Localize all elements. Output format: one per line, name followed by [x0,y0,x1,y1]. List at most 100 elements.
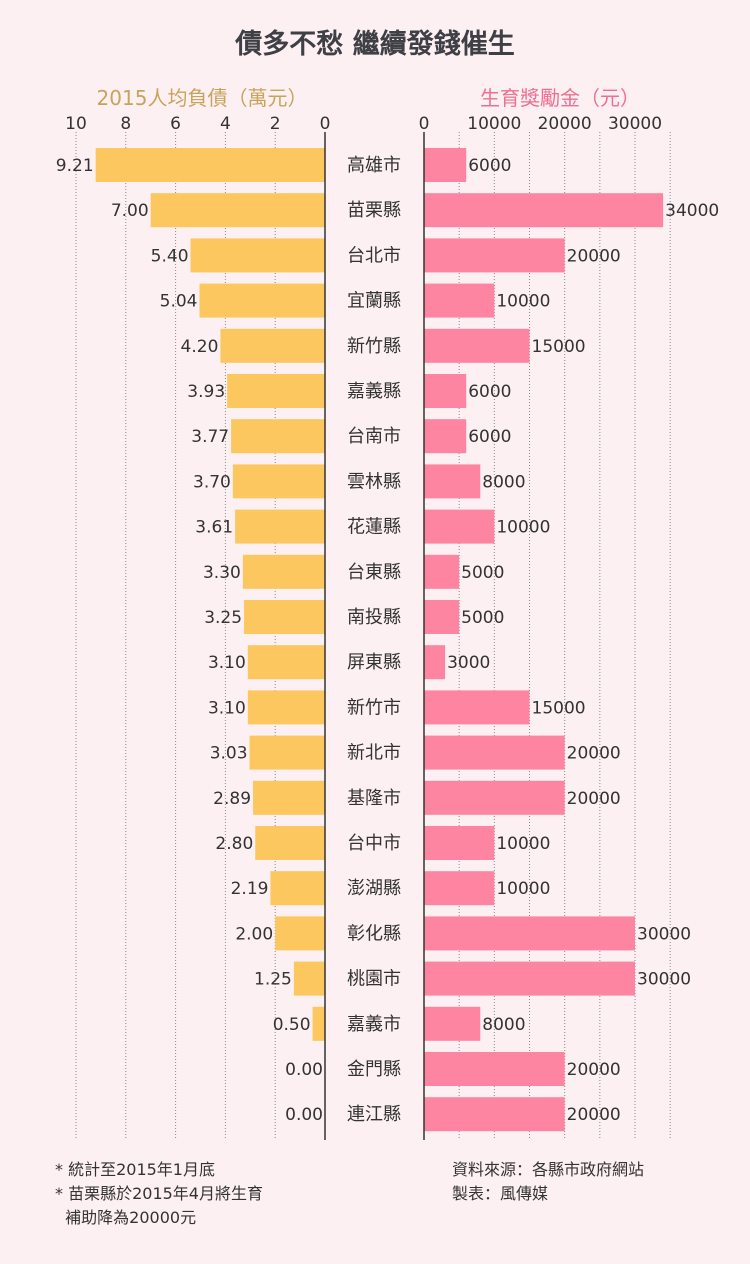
bonus-value-label: 8000 [482,1015,525,1035]
debt-value-label: 5.40 [151,246,189,266]
debt-bar [255,826,325,860]
chart-title: 債多不愁 繼續發錢催生 [235,29,515,60]
bonus-bar [424,374,467,408]
bonus-bar [424,916,635,951]
bonus-bar [424,1006,481,1041]
bonus-bar [424,1097,565,1132]
bonus-value-label: 10000 [496,879,550,899]
city-label: 基隆市 [347,788,401,809]
bonus-bar [424,826,495,860]
bonus-bar [424,283,495,318]
bonus-bar [424,419,467,454]
footnote-1: * 統計至2015年1月底 [55,1160,215,1179]
city-label: 南投縣 [347,607,401,628]
bonus-bar [424,690,530,725]
credits: 資料來源：各縣市政府網站 製表：風傳媒 [452,1158,644,1206]
city-label: 宜蘭縣 [347,291,401,312]
debt-value-label: 4.20 [181,337,219,357]
bonus-bar [424,871,495,906]
bonus-bar [424,735,565,770]
debt-value-label: 2.89 [213,789,251,809]
source-credit: 資料來源：各縣市政府網站 [452,1160,645,1179]
debt-value-label: 5.04 [160,292,198,312]
city-label: 花蓮縣 [347,517,401,538]
debt-value-label: 9.21 [56,156,94,176]
debt-bar [275,916,325,951]
debt-value-label: 0.50 [273,1015,311,1035]
debt-bar [235,509,325,544]
debt-value-label: 3.30 [203,563,241,583]
city-label: 苗栗縣 [347,200,401,221]
debt-value-label: 3.77 [191,427,229,447]
city-label: 台南市 [347,426,401,447]
bonus-value-label: 10000 [496,834,550,854]
bonus-bar [424,238,565,273]
debt-bar [247,690,325,725]
bonus-value-label: 3000 [447,653,490,673]
footnote-2: * 苗栗縣於2015年4月將生育 [55,1184,263,1203]
bonus-value-label: 20000 [567,744,621,764]
bonus-value-label: 6000 [468,427,511,447]
left-tick-label: 4 [220,114,231,134]
bonus-bar [424,645,446,680]
city-label: 澎湖縣 [347,878,401,899]
debt-value-label: 3.03 [210,744,248,764]
debt-bar [95,148,326,182]
bonus-bar [424,961,635,996]
author-credit: 製表：風傳媒 [452,1184,549,1203]
city-label: 彰化縣 [347,923,401,944]
bonus-value-label: 30000 [637,970,691,990]
bonus-bar [424,780,565,815]
bonus-value-label: 20000 [567,1105,621,1125]
debt-bar [220,328,325,363]
footnote-3: 補助降為20000元 [55,1208,197,1227]
debt-value-label: 3.10 [208,653,246,673]
debt-bar [190,238,325,273]
bonus-bar [424,1052,565,1086]
debt-bar [244,600,325,634]
bonus-value-label: 5000 [461,563,504,583]
debt-value-label: 2.19 [231,879,269,899]
city-label: 嘉義市 [347,1014,401,1035]
bonus-bar [424,509,495,544]
debt-value-label: 7.00 [111,201,149,221]
bonus-bar [424,148,467,182]
city-label: 嘉義縣 [347,381,401,402]
bonus-value-label: 8000 [482,472,525,492]
debt-value-label: 3.61 [195,518,233,538]
debt-value-label: 2.80 [215,834,253,854]
right-tick-label: 20000 [538,114,592,134]
debt-value-label: 0.00 [285,1105,323,1125]
right-tick-label: 0 [419,114,430,134]
debt-value-label: 3.25 [204,608,242,628]
bonus-value-label: 15000 [532,698,586,718]
debt-bar [199,283,325,318]
debt-value-label: 3.70 [193,472,231,492]
bonus-value-label: 30000 [637,924,691,944]
debt-bar [247,645,325,680]
bonus-bar [424,193,664,228]
city-label: 雲林縣 [347,471,401,492]
debt-value-label: 1.25 [254,970,292,990]
right-tick-label: 10000 [467,114,521,134]
city-label: 台北市 [347,245,401,266]
debt-bar [253,780,325,815]
debt-value-label: 3.10 [208,698,246,718]
bonus-value-label: 5000 [461,608,504,628]
bonus-value-label: 20000 [567,246,621,266]
debt-bar [242,554,325,589]
debt-bar [232,464,325,499]
city-label: 台中市 [347,833,401,854]
bonus-value-label: 10000 [496,518,550,538]
city-label: 新北市 [347,743,401,764]
city-label: 桃園市 [347,969,401,990]
city-label: 台東縣 [347,562,401,583]
left-tick-label: 6 [170,114,181,134]
bonus-bar [424,464,481,499]
chart-canvas: 10 8 6 4 2 0 0 10000 20000 30000 9.21 高雄市 6000 7.00 苗栗… [56,114,719,1140]
debt-bar [312,1006,325,1041]
right-tick-label: 30000 [608,114,662,134]
bonus-value-label: 20000 [567,1060,621,1080]
city-label: 連江縣 [347,1104,401,1125]
bonus-value-label: 10000 [496,292,550,312]
